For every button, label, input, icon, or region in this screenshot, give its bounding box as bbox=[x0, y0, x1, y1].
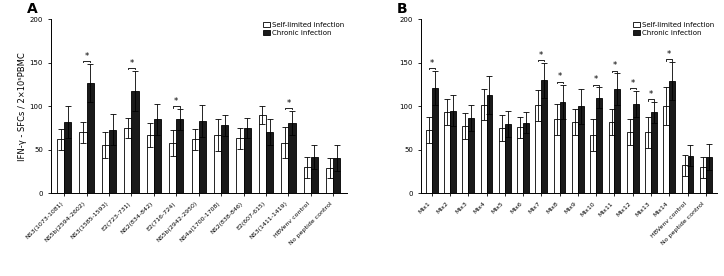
Bar bbox=[288, 123, 295, 193]
Bar bbox=[706, 157, 712, 193]
Bar bbox=[281, 143, 288, 193]
Bar bbox=[109, 130, 116, 193]
Bar bbox=[125, 128, 132, 193]
Bar bbox=[102, 145, 109, 193]
Bar bbox=[221, 125, 228, 193]
Bar bbox=[669, 81, 675, 193]
Bar bbox=[517, 127, 523, 193]
Bar bbox=[645, 132, 651, 193]
Bar bbox=[487, 95, 492, 193]
Bar bbox=[57, 139, 64, 193]
Text: B: B bbox=[397, 2, 408, 16]
Bar bbox=[554, 119, 560, 193]
Bar bbox=[80, 132, 87, 193]
Text: *: * bbox=[613, 61, 617, 70]
Bar bbox=[87, 83, 93, 193]
Legend: Self-limited infection, Chronic infection: Self-limited infection, Chronic infectio… bbox=[631, 21, 715, 37]
Bar bbox=[147, 135, 153, 193]
Bar bbox=[132, 91, 138, 193]
Bar bbox=[64, 122, 71, 193]
Bar bbox=[499, 128, 505, 193]
Bar bbox=[651, 112, 657, 193]
Bar bbox=[198, 121, 206, 193]
Bar bbox=[214, 135, 221, 193]
Text: A: A bbox=[27, 2, 38, 16]
Bar bbox=[432, 88, 437, 193]
Bar bbox=[311, 157, 318, 193]
Bar bbox=[169, 143, 176, 193]
Bar bbox=[450, 111, 456, 193]
Bar bbox=[258, 115, 266, 193]
Bar bbox=[536, 105, 542, 193]
Bar bbox=[333, 158, 340, 193]
Bar bbox=[572, 122, 578, 193]
Text: *: * bbox=[557, 73, 562, 81]
Bar bbox=[192, 139, 198, 193]
Text: *: * bbox=[286, 99, 290, 108]
Text: *: * bbox=[174, 97, 178, 106]
Text: *: * bbox=[429, 59, 434, 68]
Text: *: * bbox=[594, 75, 598, 84]
Bar bbox=[590, 135, 596, 193]
Bar bbox=[463, 126, 468, 193]
Bar bbox=[578, 106, 584, 193]
Bar bbox=[560, 102, 565, 193]
Bar bbox=[505, 124, 510, 193]
Text: *: * bbox=[631, 79, 635, 87]
Text: *: * bbox=[649, 90, 653, 99]
Bar bbox=[609, 122, 615, 193]
Y-axis label: IFN-γ - SFCs / 2×10⁵PBMC: IFN-γ - SFCs / 2×10⁵PBMC bbox=[18, 52, 27, 161]
Bar bbox=[596, 98, 602, 193]
Text: *: * bbox=[667, 50, 671, 59]
Bar bbox=[303, 167, 311, 193]
Text: *: * bbox=[130, 59, 133, 68]
Legend: Self-limited infection, Chronic infection: Self-limited infection, Chronic infectio… bbox=[261, 21, 345, 37]
Bar bbox=[688, 156, 694, 193]
Bar bbox=[663, 106, 669, 193]
Bar bbox=[700, 167, 706, 193]
Bar bbox=[266, 132, 273, 193]
Bar bbox=[326, 168, 333, 193]
Bar bbox=[426, 130, 432, 193]
Bar bbox=[542, 80, 547, 193]
Bar bbox=[243, 128, 251, 193]
Bar bbox=[615, 89, 620, 193]
Bar bbox=[236, 139, 243, 193]
Bar bbox=[153, 119, 161, 193]
Bar bbox=[627, 132, 633, 193]
Bar bbox=[633, 104, 639, 193]
Text: *: * bbox=[85, 52, 88, 61]
Bar bbox=[523, 123, 529, 193]
Bar bbox=[481, 105, 487, 193]
Bar bbox=[468, 118, 474, 193]
Bar bbox=[682, 165, 688, 193]
Bar bbox=[176, 119, 183, 193]
Bar bbox=[444, 112, 450, 193]
Text: *: * bbox=[539, 51, 544, 60]
